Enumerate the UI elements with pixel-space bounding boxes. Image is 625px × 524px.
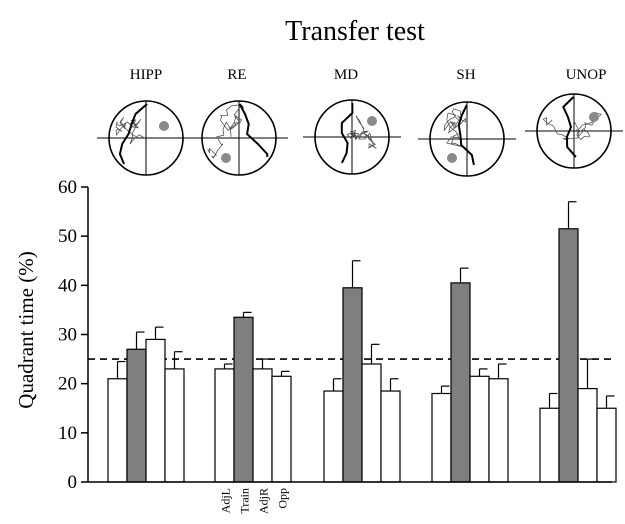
y-tick-label: 0 [68, 472, 78, 493]
bar-sh-opp [488, 378, 509, 483]
bar-re-adjr [252, 368, 273, 483]
bar-unop-adjl [539, 407, 560, 483]
quadrant-label-adjl: AdjL [219, 488, 233, 513]
group-label-re: RE [227, 67, 246, 83]
bar-re-adjl [214, 368, 235, 483]
quadrant-label-opp: Opp [276, 488, 290, 509]
bar-sh-adjr [469, 375, 490, 483]
quadrant-label-adjr: AdjR [257, 488, 271, 514]
swim-path-md [303, 99, 401, 175]
swim-path-re [190, 100, 288, 176]
bar-md-train [342, 287, 363, 483]
swim-path-hipp [97, 100, 195, 176]
bar-hipp-opp [164, 368, 185, 483]
y-tick-label: 20 [58, 374, 77, 395]
swim-path-diagrams [97, 93, 623, 177]
bar-hipp-adjr [145, 338, 166, 483]
bar-md-adjr [361, 363, 382, 483]
y-tick-label: 50 [58, 226, 77, 247]
swim-path-sh [418, 101, 516, 177]
bar-sh-adjl [431, 392, 452, 483]
y-tick-label: 60 [58, 177, 77, 198]
bar-re-train [233, 316, 254, 483]
chart-title: Transfer test [285, 16, 425, 47]
quadrant-label-train: Train [238, 488, 252, 514]
y-tick-label: 10 [58, 423, 77, 444]
bar-hipp-train [126, 348, 147, 483]
y-tick-label: 30 [58, 325, 77, 346]
y-tick-label: 40 [58, 275, 77, 296]
bar-sh-train [450, 282, 471, 483]
bar-md-adjl [323, 390, 344, 483]
group-label-unop: UNOP [566, 67, 607, 83]
bar-hipp-adjl [107, 378, 128, 483]
bar-unop-opp [596, 407, 617, 483]
group-label-sh: SH [456, 67, 475, 83]
group-label-hipp: HIPP [130, 67, 163, 83]
bar-md-opp [380, 390, 401, 483]
group-label-md: MD [334, 67, 358, 83]
bar-unop-adjr [577, 387, 598, 483]
bar-unop-train [558, 228, 579, 483]
swim-path-unop [525, 93, 623, 169]
y-axis-label: Quadrant time (%) [14, 251, 38, 408]
bar-re-opp [271, 375, 292, 483]
